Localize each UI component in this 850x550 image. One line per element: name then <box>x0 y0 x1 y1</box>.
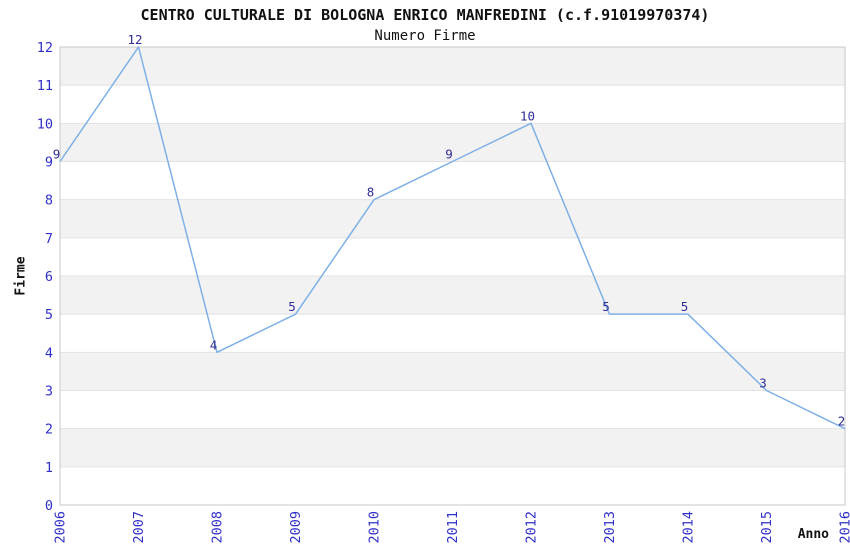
data-label: 12 <box>127 32 142 47</box>
y-tick-label: 2 <box>45 422 53 438</box>
plot-band <box>60 47 845 86</box>
plot-border <box>59 46 846 506</box>
data-label: 5 <box>681 299 689 314</box>
y-tick-label: 11 <box>37 78 53 94</box>
plot-band <box>60 352 845 391</box>
x-axis-label: Anno <box>797 527 829 542</box>
x-tick-label: 2012 <box>524 511 540 544</box>
y-tick-label: 1 <box>45 460 53 476</box>
chart-title: CENTRO CULTURALE DI BOLOGNA ENRICO MANFR… <box>140 6 710 24</box>
chart-subtitle: Numero Firme <box>374 28 476 44</box>
plot-band <box>60 428 845 467</box>
data-line <box>59 46 846 430</box>
x-tick-label: 2016 <box>838 511 850 544</box>
y-tick-label: 4 <box>45 345 53 361</box>
data-label: 5 <box>602 299 610 314</box>
plot-band <box>60 123 845 162</box>
y-tick-label: 9 <box>45 155 53 171</box>
data-label: 3 <box>759 376 767 391</box>
x-tick-label: 2007 <box>131 511 147 544</box>
plot-band <box>60 276 845 315</box>
x-tick-label: 2006 <box>53 511 69 544</box>
x-tick-label: 2008 <box>210 511 226 544</box>
y-tick-label: 8 <box>45 193 53 209</box>
data-label: 4 <box>210 337 218 352</box>
x-tick-label: 2013 <box>602 511 618 544</box>
data-label: 8 <box>367 185 375 200</box>
x-tick-label: 2015 <box>759 511 775 544</box>
data-label: 5 <box>288 299 296 314</box>
y-tick-label: 3 <box>45 384 53 400</box>
y-tick-label: 10 <box>37 116 53 132</box>
x-tick-label: 2009 <box>288 511 304 544</box>
y-tick-label: 6 <box>45 269 53 285</box>
x-tick-label: 2014 <box>681 511 697 544</box>
x-tick-label: 2011 <box>445 511 461 544</box>
y-tick-label: 0 <box>45 498 53 514</box>
y-tick-label: 5 <box>45 307 53 323</box>
data-label: 9 <box>445 147 453 162</box>
data-label: 10 <box>520 108 535 123</box>
x-tick-label: 2010 <box>367 511 383 544</box>
y-tick-label: 12 <box>37 40 53 56</box>
plot-band <box>60 199 845 238</box>
data-label: 2 <box>838 414 846 429</box>
y-tick-label: 7 <box>45 231 53 247</box>
data-label: 9 <box>53 147 61 162</box>
